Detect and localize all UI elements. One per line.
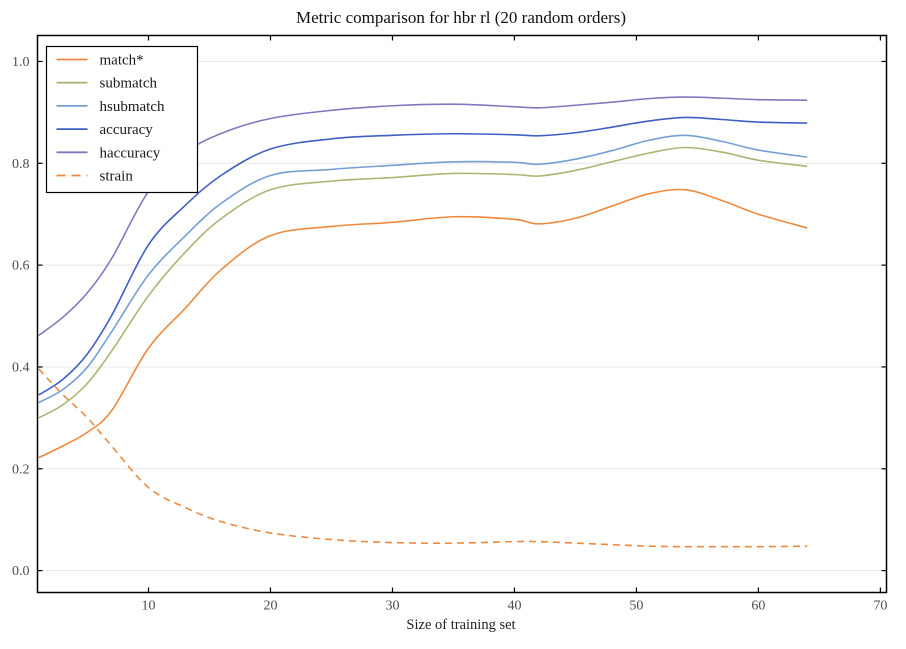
- chart-title: Metric comparison for hbr rl (20 random …: [296, 8, 626, 27]
- y-tick-label: 0.6: [12, 259, 30, 274]
- x-tick-label: 70: [873, 599, 887, 614]
- series-strain: [38, 368, 808, 548]
- series-submatch: [38, 146, 808, 419]
- series-haccuracy: [38, 96, 808, 337]
- x-tick-label: 20: [263, 599, 277, 614]
- y-tick-label: 0.8: [12, 157, 30, 172]
- series-match: [38, 188, 808, 459]
- legend-label-hsubmatch: hsubmatch: [100, 99, 165, 115]
- axes: [36, 34, 888, 594]
- x-tick-label: 40: [507, 599, 521, 614]
- x-tick-label: 60: [751, 599, 765, 614]
- x-tick-label: 30: [385, 599, 399, 614]
- tick-labels: 10 20 30 40 50 60 70 0.0 0.2 0.4 0.6 0.8 1.0: [12, 55, 887, 614]
- curves: [38, 96, 808, 548]
- x-tick-label: 50: [629, 599, 643, 614]
- y-tick-label: 1.0: [12, 55, 30, 70]
- legend-label-submatch: submatch: [100, 76, 158, 92]
- x-axis-label: Size of training set: [406, 617, 515, 633]
- x-tick-label: 10: [142, 599, 156, 614]
- legend-label-strain: strain: [100, 169, 134, 185]
- y-tick-label: 0.0: [12, 564, 30, 579]
- legend-label-haccuracy: haccuracy: [100, 145, 161, 161]
- gridlines: [37, 60, 887, 572]
- legend-label-match: match*: [100, 53, 144, 69]
- legend: match* submatch hsubmatch accuracy haccuracy…: [45, 45, 199, 194]
- y-tick-label: 0.2: [12, 462, 30, 477]
- y-tick-label: 0.4: [12, 360, 30, 375]
- series-accuracy: [38, 116, 808, 396]
- legend-box: [45, 45, 199, 194]
- series-hsubmatch: [38, 134, 808, 404]
- plot-frame: [36, 34, 888, 594]
- legend-label-accuracy: accuracy: [100, 122, 154, 138]
